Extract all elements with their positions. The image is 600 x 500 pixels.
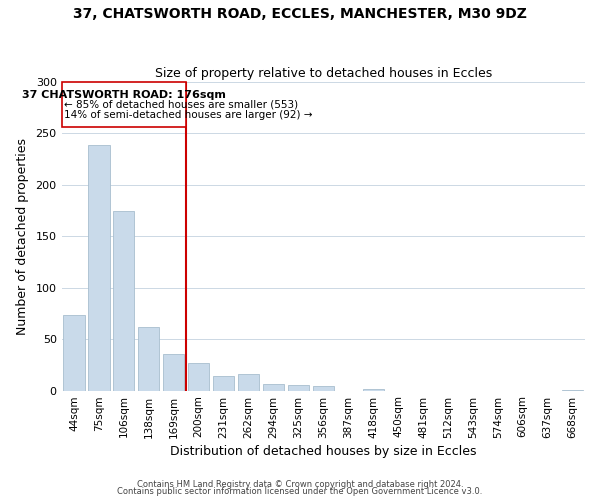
Bar	[88, 145, 110, 390]
Text: 37 CHATSWORTH ROAD: 176sqm: 37 CHATSWORTH ROAD: 176sqm	[22, 90, 226, 101]
Bar	[238, 374, 259, 390]
Title: Size of property relative to detached houses in Eccles: Size of property relative to detached ho…	[155, 66, 492, 80]
Bar	[263, 384, 284, 390]
Bar	[163, 354, 184, 391]
Bar	[62, 82, 186, 128]
Text: 14% of semi-detached houses are larger (92) →: 14% of semi-detached houses are larger (…	[64, 110, 313, 120]
Text: Contains HM Land Registry data © Crown copyright and database right 2024.: Contains HM Land Registry data © Crown c…	[137, 480, 463, 489]
X-axis label: Distribution of detached houses by size in Eccles: Distribution of detached houses by size …	[170, 444, 476, 458]
Bar	[288, 386, 309, 390]
Text: Contains public sector information licensed under the Open Government Licence v3: Contains public sector information licen…	[118, 487, 482, 496]
Bar	[138, 327, 160, 390]
Bar	[313, 386, 334, 390]
Bar	[64, 316, 85, 390]
Y-axis label: Number of detached properties: Number of detached properties	[16, 138, 29, 335]
Bar	[362, 388, 384, 390]
Text: 37, CHATSWORTH ROAD, ECCLES, MANCHESTER, M30 9DZ: 37, CHATSWORTH ROAD, ECCLES, MANCHESTER,…	[73, 8, 527, 22]
Text: ← 85% of detached houses are smaller (553): ← 85% of detached houses are smaller (55…	[64, 100, 298, 110]
Bar	[213, 376, 234, 390]
Bar	[113, 210, 134, 390]
Bar	[188, 363, 209, 390]
